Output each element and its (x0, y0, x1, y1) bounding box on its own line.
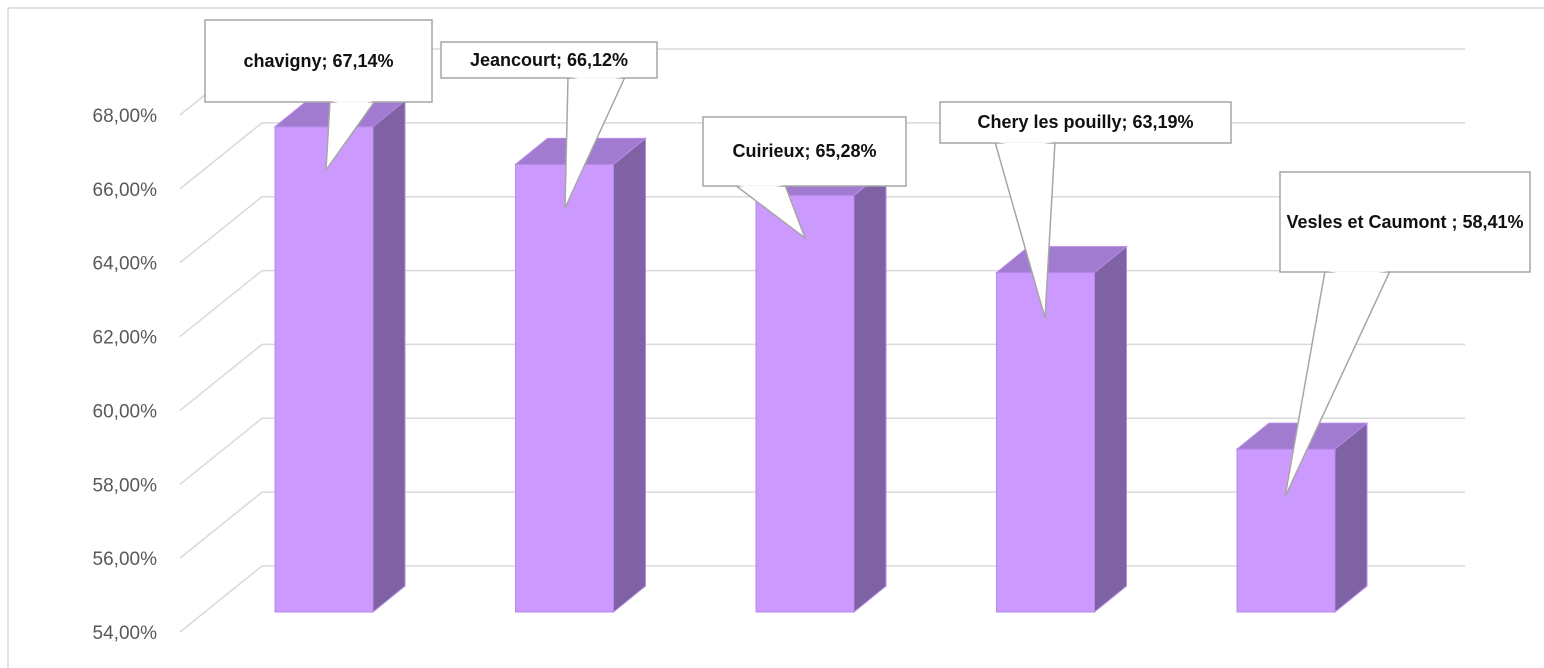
bar-front (274, 126, 374, 613)
bar-front (1236, 448, 1336, 613)
callout-joint (1326, 271, 1389, 276)
data-label: Chery les pouilly; 63,19% (977, 112, 1194, 132)
y-tick-label: 54,00% (93, 623, 158, 644)
bar-side (1334, 422, 1368, 614)
grid-line-side (179, 343, 263, 412)
y-tick-label: 56,00% (93, 549, 158, 570)
grid-line-side (179, 417, 263, 485)
grid-line-side (179, 565, 263, 633)
callout-joint (331, 101, 374, 106)
y-tick-label: 68,00% (93, 106, 158, 127)
data-label: Vesles et Caumont ; 58,41% (1286, 211, 1524, 232)
grid-line-side (179, 491, 263, 559)
data-label-text: Cuirieux; 65,28% (732, 141, 877, 161)
y-tick-label: 66,00% (93, 180, 158, 201)
grid-line-side (179, 122, 263, 190)
data-label-text: Chery les pouilly; 63,19% (977, 112, 1194, 132)
grid-line-side (179, 196, 263, 264)
callout-box (1279, 171, 1531, 273)
bar-side (372, 99, 406, 614)
data-label: Cuirieux; 65,28% (732, 141, 877, 161)
y-tick-label: 62,00% (93, 328, 158, 349)
callout-box (204, 19, 433, 103)
callout-box (702, 116, 907, 187)
data-label: chavigny; 67,14% (243, 50, 394, 71)
grid-line-side (179, 269, 263, 338)
y-tick-label: 60,00% (93, 401, 158, 422)
bar-side (613, 137, 646, 614)
y-tick-label: 64,00% (93, 254, 158, 275)
callout-box (440, 41, 658, 79)
data-label-text: Jeancourt; 66,12% (469, 49, 629, 70)
bar-side (1094, 245, 1127, 614)
callout-joint (996, 142, 1054, 147)
data-label-text: Vesles et Caumont ; 58,41% (1286, 211, 1524, 232)
bar-front (515, 163, 614, 613)
data-label-text: chavigny; 67,14% (243, 50, 394, 71)
y-tick-label: 58,00% (93, 475, 158, 496)
bar-front (755, 194, 855, 613)
callout-joint (569, 77, 624, 82)
data-label: Jeancourt; 66,12% (469, 49, 629, 70)
callout-joint (736, 185, 784, 190)
callout-box (939, 101, 1232, 144)
bar-front (996, 272, 1095, 613)
bar-side (853, 168, 887, 614)
